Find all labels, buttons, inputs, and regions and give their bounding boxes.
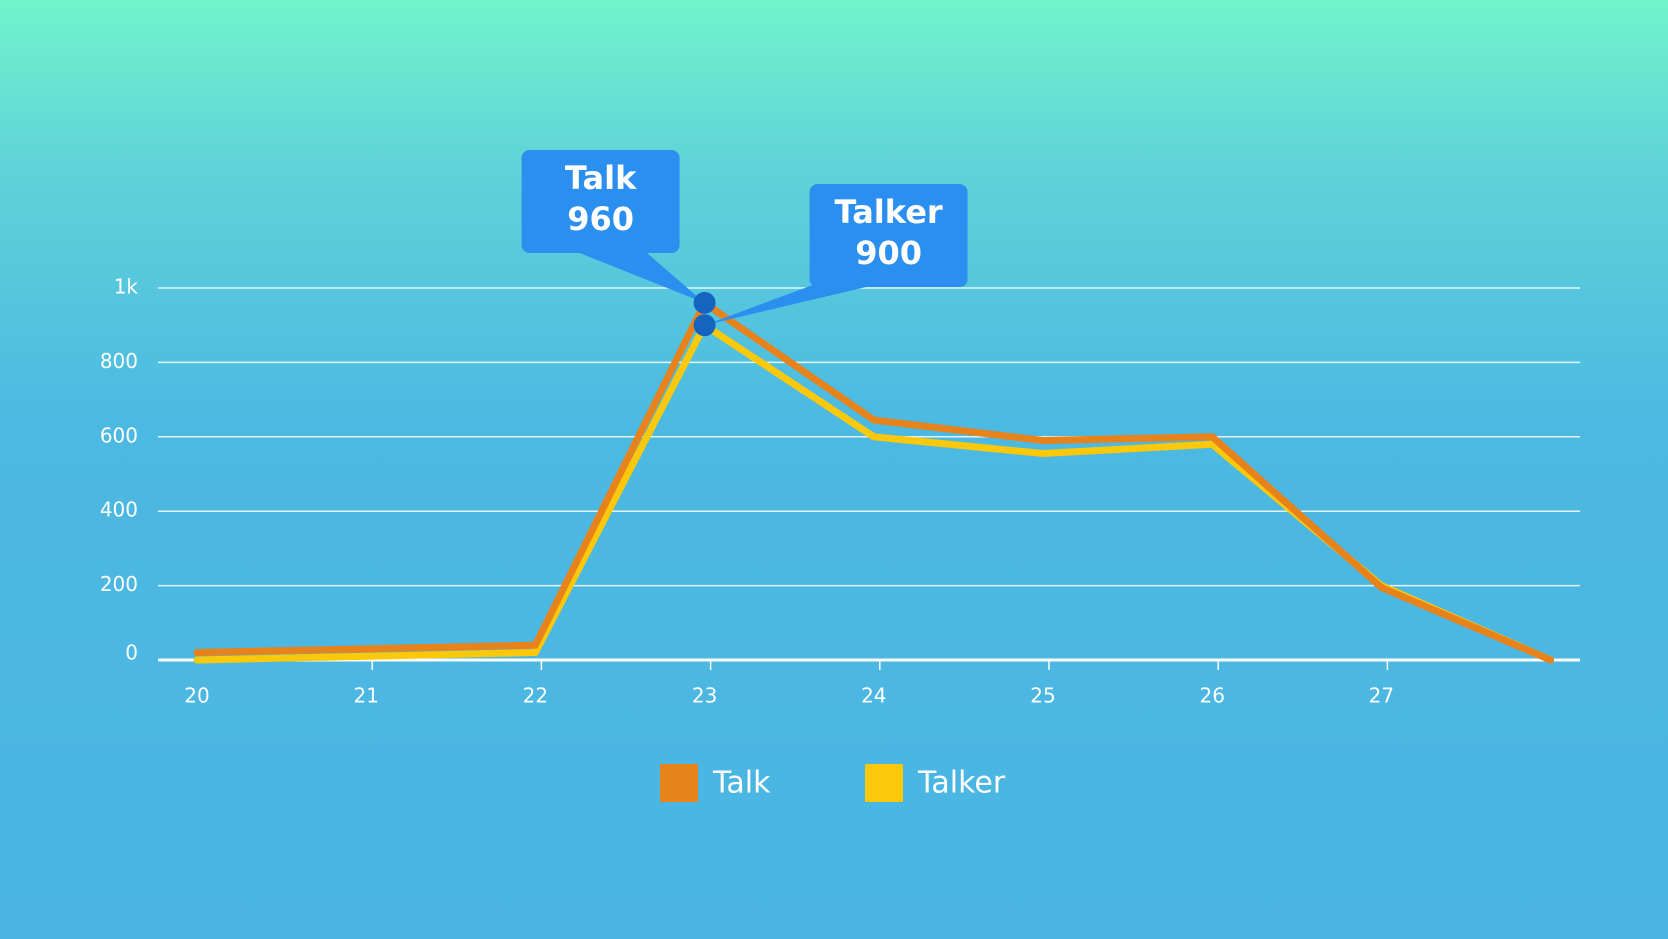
line-series bbox=[193, 321, 1555, 664]
y-tick-label: 400 bbox=[100, 498, 138, 522]
callout-box bbox=[809, 184, 968, 287]
x-tick-label: 26 bbox=[1199, 684, 1224, 708]
legend-label: Talk bbox=[712, 766, 771, 801]
hover-point bbox=[693, 291, 716, 314]
x-tick-label: 24 bbox=[861, 684, 886, 708]
hover-point bbox=[693, 314, 716, 337]
legend-swatch bbox=[660, 764, 698, 802]
x-tick-label: 21 bbox=[353, 684, 378, 708]
x-tick-label: 20 bbox=[184, 684, 209, 708]
callout-value: 960 bbox=[567, 200, 634, 238]
callout-value: 900 bbox=[855, 234, 922, 272]
callout-pointer bbox=[704, 285, 875, 326]
y-tick-label: 800 bbox=[100, 349, 138, 373]
callout-box bbox=[521, 150, 680, 253]
callout-name: Talk bbox=[565, 159, 637, 197]
x-tick-label: 27 bbox=[1369, 684, 1394, 708]
legend-label: Talker bbox=[917, 766, 1006, 801]
x-tick-label: 25 bbox=[1030, 684, 1055, 708]
line-series bbox=[193, 299, 1555, 664]
callout-name: Talker bbox=[835, 193, 943, 231]
y-tick-label: 600 bbox=[100, 423, 138, 447]
y-tick-label: 200 bbox=[100, 572, 138, 596]
legend-swatch bbox=[865, 764, 903, 802]
y-tick-label: 1k bbox=[114, 275, 139, 299]
y-tick-label: 0 bbox=[125, 641, 138, 665]
x-tick-label: 23 bbox=[692, 684, 717, 708]
x-tick-label: 22 bbox=[523, 684, 548, 708]
callout-pointer bbox=[574, 251, 705, 303]
